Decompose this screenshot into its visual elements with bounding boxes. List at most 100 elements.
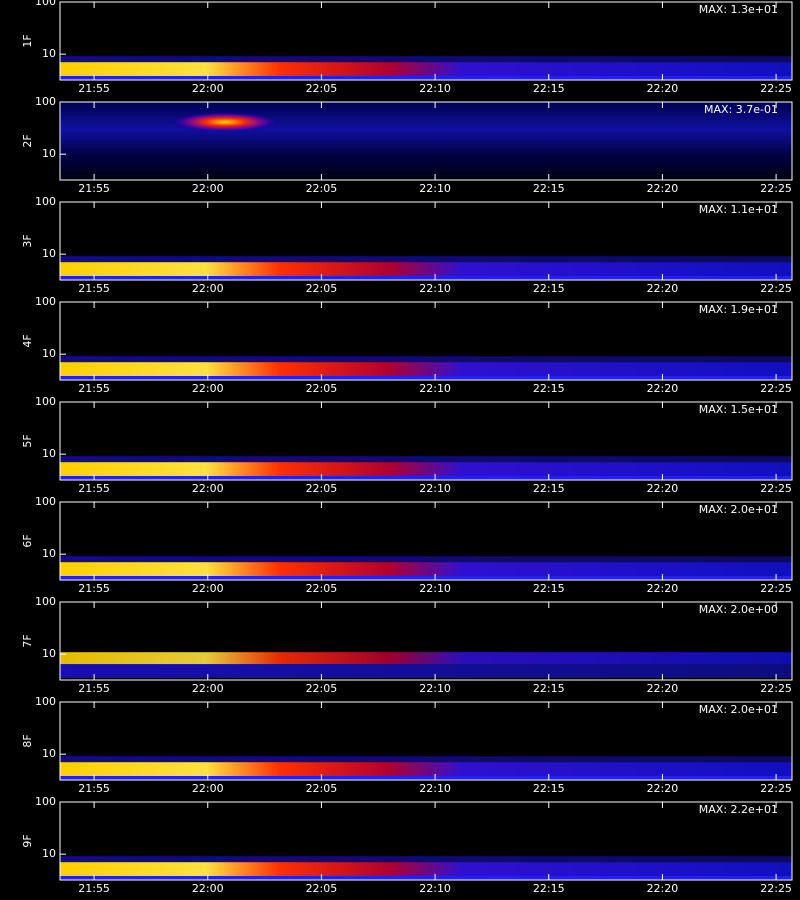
x-tick-label: 22:10: [419, 582, 451, 595]
max-annotation: MAX: 1.1e+01: [699, 203, 778, 216]
x-tick-label: 22:05: [306, 182, 338, 195]
plot-frame: [59, 301, 793, 381]
y-tick-label: 10: [42, 147, 56, 160]
x-tick-label: 22:00: [192, 682, 224, 695]
x-tick-label: 22:25: [760, 482, 792, 495]
x-tick-label: 22:15: [533, 282, 565, 295]
y-tick-label: 100: [35, 795, 56, 808]
band-glow: [60, 256, 792, 263]
y-axis-label: 8F: [21, 734, 34, 747]
x-tick-label: 22:20: [647, 582, 679, 595]
max-annotation: MAX: 1.9e+01: [699, 303, 778, 316]
band-glow: [60, 56, 792, 63]
y-axis-label: 7F: [21, 634, 34, 647]
x-tick-label: 22:10: [419, 382, 451, 395]
y-axis-label: 6F: [21, 534, 34, 547]
x-tick-label: 22:25: [760, 82, 792, 95]
x-tick-label: 22:00: [192, 582, 224, 595]
x-tick-label: 22:10: [419, 482, 451, 495]
x-tick-label: 22:05: [306, 482, 338, 495]
plot-frame: [59, 101, 793, 181]
x-tick-label: 21:55: [78, 82, 110, 95]
y-tick-label: 10: [42, 447, 56, 460]
band-base: [60, 276, 792, 280]
band-base: [60, 876, 792, 880]
x-tick-label: 22:00: [192, 182, 224, 195]
x-tick-label: 22:20: [647, 482, 679, 495]
x-tick-label: 22:20: [647, 382, 679, 395]
plot-frame: [59, 1, 793, 81]
y-tick-label: 100: [35, 395, 56, 408]
x-tick-label: 21:55: [78, 582, 110, 595]
x-tick-label: 22:00: [192, 282, 224, 295]
x-tick-label: 22:05: [306, 82, 338, 95]
x-tick-label: 22:05: [306, 782, 338, 795]
x-tick-label: 21:55: [78, 282, 110, 295]
x-tick-label: 21:55: [78, 182, 110, 195]
x-tick-label: 22:00: [192, 882, 224, 895]
plot-frame: [59, 801, 793, 881]
y-tick-label: 100: [35, 0, 56, 8]
x-tick-label: 22:25: [760, 382, 792, 395]
max-annotation: MAX: 3.7e-01: [704, 103, 778, 116]
y-tick-label: 10: [42, 647, 56, 660]
x-tick-label: 22:25: [760, 682, 792, 695]
x-tick-label: 22:05: [306, 282, 338, 295]
x-tick-label: 22:20: [647, 682, 679, 695]
band-glow: [60, 356, 792, 363]
x-tick-label: 22:05: [306, 582, 338, 595]
plot-frame: [59, 401, 793, 481]
y-tick-label: 10: [42, 47, 56, 60]
x-tick-label: 22:15: [533, 182, 565, 195]
x-tick-label: 22:15: [533, 82, 565, 95]
x-tick-label: 22:20: [647, 282, 679, 295]
x-tick-label: 22:15: [533, 582, 565, 595]
y-tick-label: 10: [42, 547, 56, 560]
max-annotation: MAX: 1.5e+01: [699, 403, 778, 416]
x-tick-label: 22:10: [419, 82, 451, 95]
max-annotation: MAX: 2.0e+01: [699, 503, 778, 516]
x-tick-label: 22:20: [647, 782, 679, 795]
x-tick-label: 22:25: [760, 782, 792, 795]
y-tick-label: 10: [42, 847, 56, 860]
plot-frame: [59, 201, 793, 281]
band: [60, 62, 792, 76]
y-tick-label: 100: [35, 295, 56, 308]
y-tick-label: 10: [42, 747, 56, 760]
x-tick-label: 22:05: [306, 882, 338, 895]
x-tick-label: 22:20: [647, 182, 679, 195]
x-tick-label: 22:10: [419, 182, 451, 195]
max-annotation: MAX: 2.0e+01: [699, 703, 778, 716]
band: [60, 262, 792, 276]
x-tick-label: 22:25: [760, 182, 792, 195]
plot-frame: [59, 601, 793, 681]
x-tick-label: 21:55: [78, 382, 110, 395]
y-tick-label: 100: [35, 195, 56, 208]
x-tick-label: 21:55: [78, 882, 110, 895]
x-tick-label: 22:00: [192, 382, 224, 395]
x-tick-label: 22:25: [760, 282, 792, 295]
x-tick-label: 22:00: [192, 482, 224, 495]
x-tick-label: 22:00: [192, 782, 224, 795]
band-low: [60, 664, 792, 678]
x-tick-label: 22:15: [533, 382, 565, 395]
band: [60, 862, 792, 876]
x-tick-label: 22:15: [533, 682, 565, 695]
y-axis-label: 4F: [21, 334, 34, 347]
band-base: [60, 476, 792, 480]
x-tick-label: 22:15: [533, 482, 565, 495]
x-tick-label: 22:25: [760, 582, 792, 595]
y-axis-label: 5F: [21, 434, 34, 447]
band-glow: [60, 756, 792, 763]
x-tick-label: 22:10: [419, 682, 451, 695]
y-tick-label: 100: [35, 495, 56, 508]
x-tick-label: 21:55: [78, 682, 110, 695]
band-base: [60, 76, 792, 80]
x-tick-label: 22:20: [647, 82, 679, 95]
max-annotation: MAX: 1.3e+01: [699, 3, 778, 16]
x-tick-label: 22:15: [533, 782, 565, 795]
max-annotation: MAX: 2.2e+01: [699, 803, 778, 816]
y-axis-label: 2F: [21, 134, 34, 147]
plot-frame: [59, 501, 793, 581]
